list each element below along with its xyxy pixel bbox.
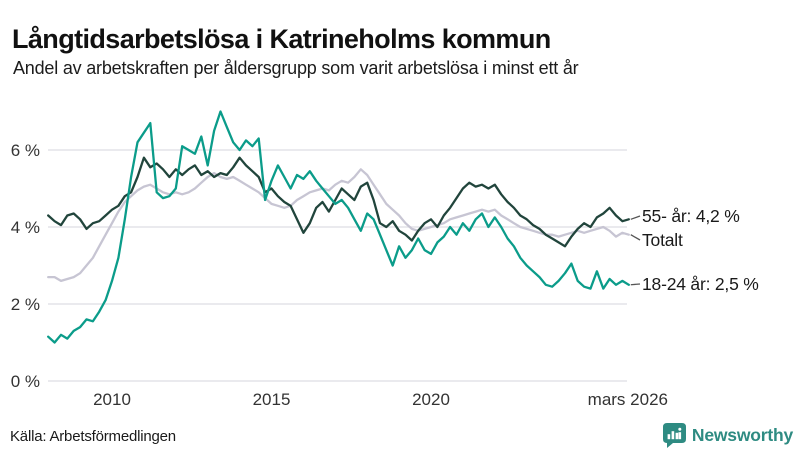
source-note: Källa: Arbetsförmedlingen [10, 428, 176, 445]
y-axis-label: 4 % [11, 218, 40, 237]
brand-logo-lockup: Newsworthy [662, 423, 793, 448]
x-axis-label: 2010 [93, 390, 131, 409]
x-axis-label: 2015 [253, 390, 291, 409]
y-axis-label: 6 % [11, 141, 40, 160]
label-connector [630, 283, 641, 286]
y-axis-label: 0 % [11, 372, 40, 391]
series-end-label-18-24: 18-24 år: 2,5 % [642, 274, 759, 294]
series-line-totalt [47, 168, 630, 283]
x-axis-label: 2020 [412, 390, 450, 409]
y-axis-label: 2 % [11, 295, 40, 314]
series-end-label-55: 55- år: 4,2 % [642, 206, 740, 226]
series-line-18-24-r [47, 110, 630, 344]
label-connector [630, 215, 641, 220]
chart-subtitle: Andel av arbetskraften per åldersgrupp s… [13, 58, 579, 78]
x-axis-label: mars 2026 [588, 390, 668, 409]
label-connector [630, 234, 641, 241]
page-title: Långtidsarbetslösa i Katrineholms kommun [12, 24, 551, 55]
brand-name: Newsworthy [691, 425, 793, 445]
series-line-55-r [47, 156, 630, 248]
series-end-label-totalt: Totalt [642, 230, 683, 250]
newsworthy-icon [662, 423, 686, 448]
